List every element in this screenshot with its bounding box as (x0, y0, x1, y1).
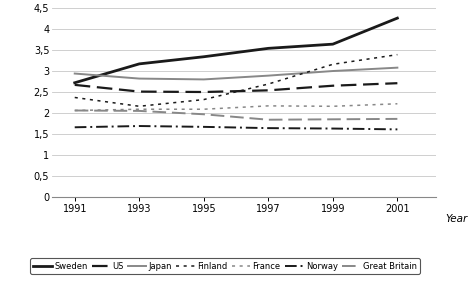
Legend: Sweden, US, Japan, Finland, France, Norway, Great Britain: Sweden, US, Japan, Finland, France, Norw… (30, 258, 420, 274)
Text: Year: Year (446, 214, 468, 224)
